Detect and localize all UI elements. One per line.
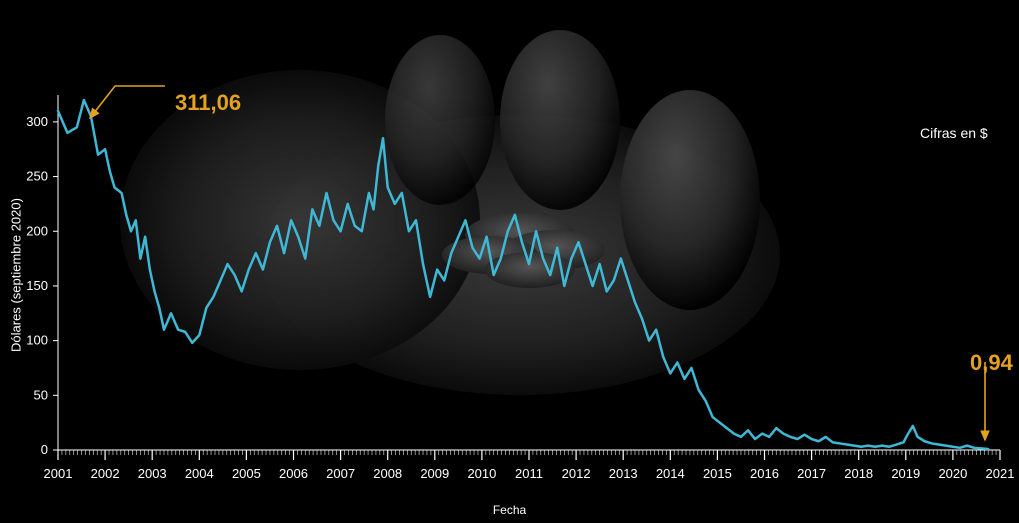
- svg-text:2012: 2012: [562, 466, 591, 481]
- x-axis-label: Fecha: [493, 503, 526, 517]
- svg-text:2003: 2003: [138, 466, 167, 481]
- svg-text:300: 300: [26, 114, 48, 129]
- svg-text:2016: 2016: [750, 466, 779, 481]
- callout-end-value: 0,94: [970, 350, 1013, 376]
- y-axis-label: Dólares (septiembre 2020): [9, 198, 24, 352]
- svg-text:2020: 2020: [938, 466, 967, 481]
- svg-text:2021: 2021: [986, 466, 1015, 481]
- chart-container: 0 50 100 150 200 250 300 2001 2002 2003 2004 2005 20…: [0, 0, 1019, 523]
- svg-text:2019: 2019: [891, 466, 920, 481]
- units-note: Cifras en $: [920, 125, 988, 141]
- svg-text:2002: 2002: [91, 466, 120, 481]
- svg-text:250: 250: [26, 169, 48, 184]
- svg-text:2018: 2018: [844, 466, 873, 481]
- svg-text:2013: 2013: [609, 466, 638, 481]
- svg-text:2005: 2005: [232, 466, 261, 481]
- svg-text:2010: 2010: [467, 466, 496, 481]
- svg-text:150: 150: [26, 278, 48, 293]
- svg-text:2011: 2011: [515, 466, 543, 481]
- callout-start-value: 311,06: [175, 90, 241, 116]
- svg-text:2001: 2001: [44, 466, 73, 481]
- svg-text:2009: 2009: [420, 466, 449, 481]
- svg-text:2006: 2006: [279, 466, 308, 481]
- svg-text:2007: 2007: [326, 466, 355, 481]
- svg-text:100: 100: [26, 333, 48, 348]
- svg-text:2004: 2004: [185, 466, 214, 481]
- svg-text:50: 50: [34, 387, 48, 402]
- svg-text:200: 200: [26, 223, 48, 238]
- svg-text:2014: 2014: [656, 466, 685, 481]
- chart-svg: 0 50 100 150 200 250 300 2001 2002 2003 2004 2005 20…: [0, 0, 1019, 523]
- svg-text:2008: 2008: [373, 466, 402, 481]
- svg-text:0: 0: [41, 442, 48, 457]
- svg-text:2017: 2017: [797, 466, 826, 481]
- svg-text:2015: 2015: [703, 466, 732, 481]
